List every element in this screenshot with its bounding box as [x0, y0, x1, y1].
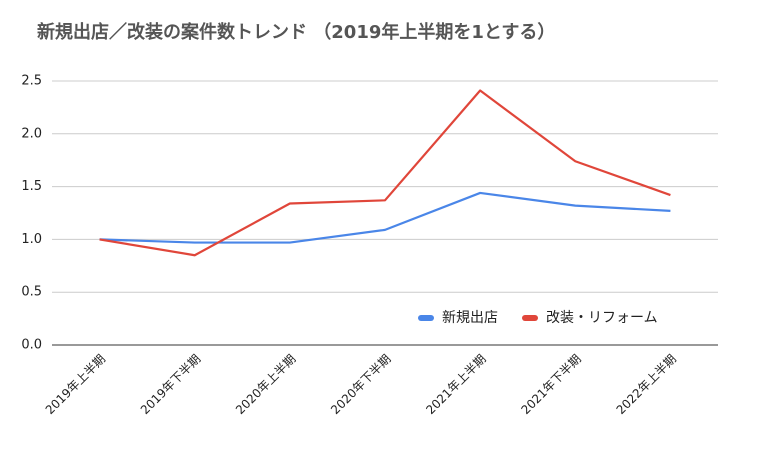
- legend-label: 新規出店: [442, 310, 498, 326]
- legend-swatch: [418, 315, 434, 321]
- line: [99, 191, 671, 244]
- legend-swatch: [522, 315, 538, 321]
- chart-title: 新規出店／改装の案件数トレンド （2019年上半期を1とする）: [37, 21, 555, 43]
- line: [99, 89, 671, 257]
- y-tick-label: 1.0: [21, 232, 42, 247]
- y-tick-label: 1.5: [21, 179, 42, 194]
- legend-label: 改装・リフォーム: [546, 310, 658, 326]
- y-tick-label: 0.5: [21, 285, 42, 300]
- y-tick-label: 2.0: [21, 126, 42, 141]
- y-tick-label: 0.0: [21, 338, 42, 353]
- y-tick-label: 2.5: [21, 74, 42, 89]
